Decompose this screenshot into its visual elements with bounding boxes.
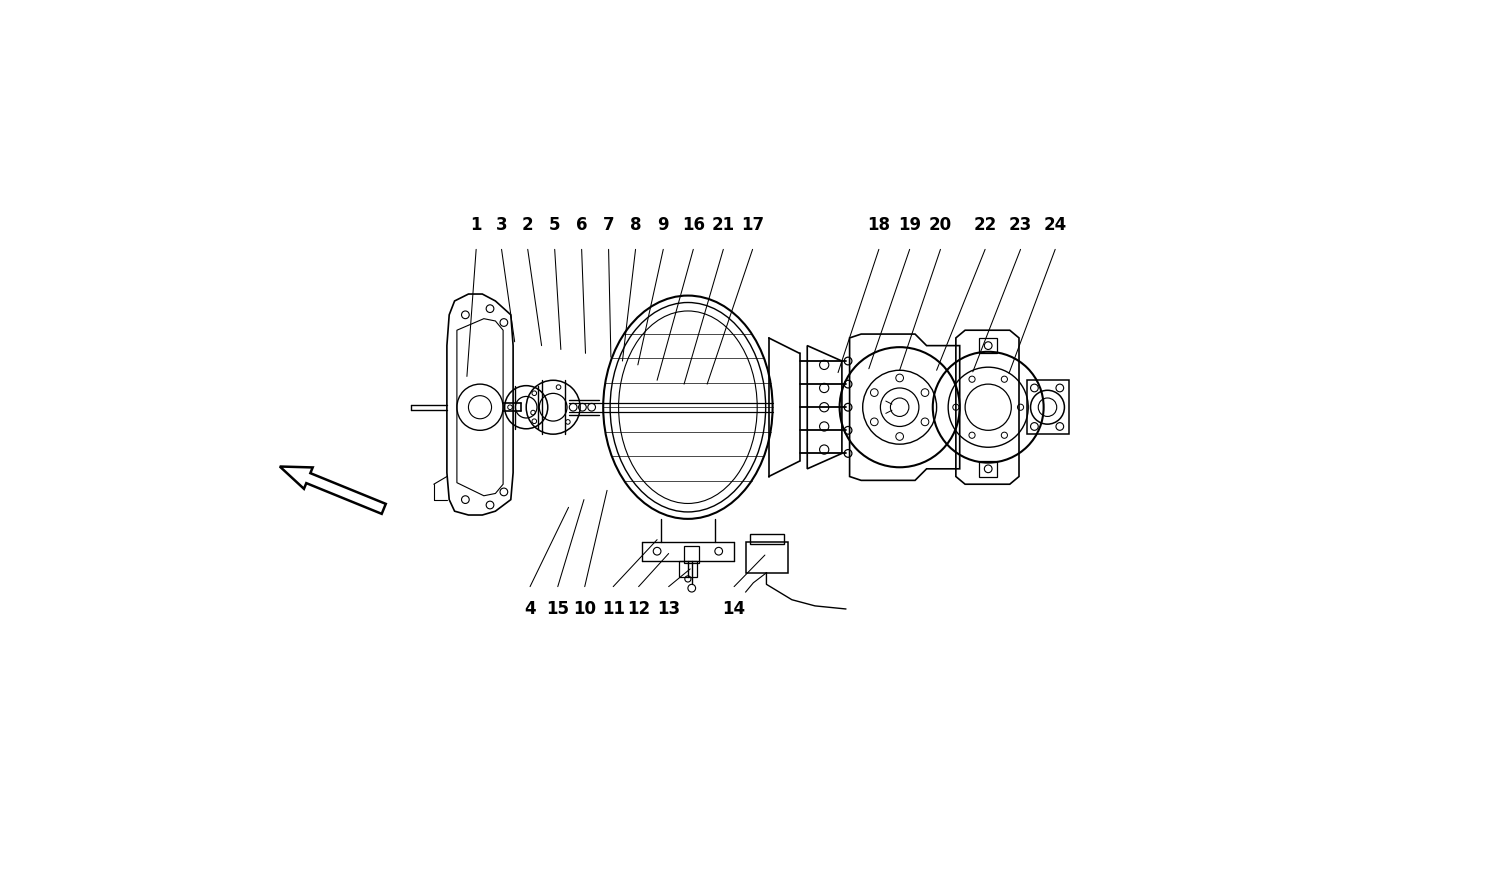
Text: 20: 20	[928, 216, 952, 234]
Bar	[1026, 380, 1069, 434]
Text: 11: 11	[602, 600, 624, 617]
Text: 22: 22	[974, 216, 996, 234]
Bar	[980, 462, 998, 477]
Text: 14: 14	[723, 600, 746, 617]
Text: 24: 24	[1044, 216, 1066, 234]
Text: 6: 6	[576, 216, 588, 234]
Text: 1: 1	[471, 216, 482, 234]
Text: 18: 18	[867, 216, 891, 234]
Text: 12: 12	[627, 600, 650, 617]
Text: 4: 4	[524, 600, 536, 617]
Text: 3: 3	[495, 216, 507, 234]
Polygon shape	[280, 467, 386, 514]
Bar	[684, 546, 699, 563]
Text: 19: 19	[898, 216, 921, 234]
Text: 5: 5	[549, 216, 561, 234]
Text: 8: 8	[630, 216, 642, 234]
Bar	[746, 542, 788, 573]
Text: 9: 9	[657, 216, 669, 234]
Bar	[678, 561, 698, 576]
Text: 13: 13	[657, 600, 680, 617]
Text: 2: 2	[522, 216, 534, 234]
Text: 17: 17	[741, 216, 764, 234]
Text: 23: 23	[1010, 216, 1032, 234]
Bar	[750, 535, 784, 544]
Bar	[980, 338, 998, 354]
Text: 15: 15	[546, 600, 570, 617]
Text: 16: 16	[682, 216, 705, 234]
Text: 7: 7	[603, 216, 615, 234]
Text: 21: 21	[712, 216, 735, 234]
Text: 10: 10	[573, 600, 596, 617]
